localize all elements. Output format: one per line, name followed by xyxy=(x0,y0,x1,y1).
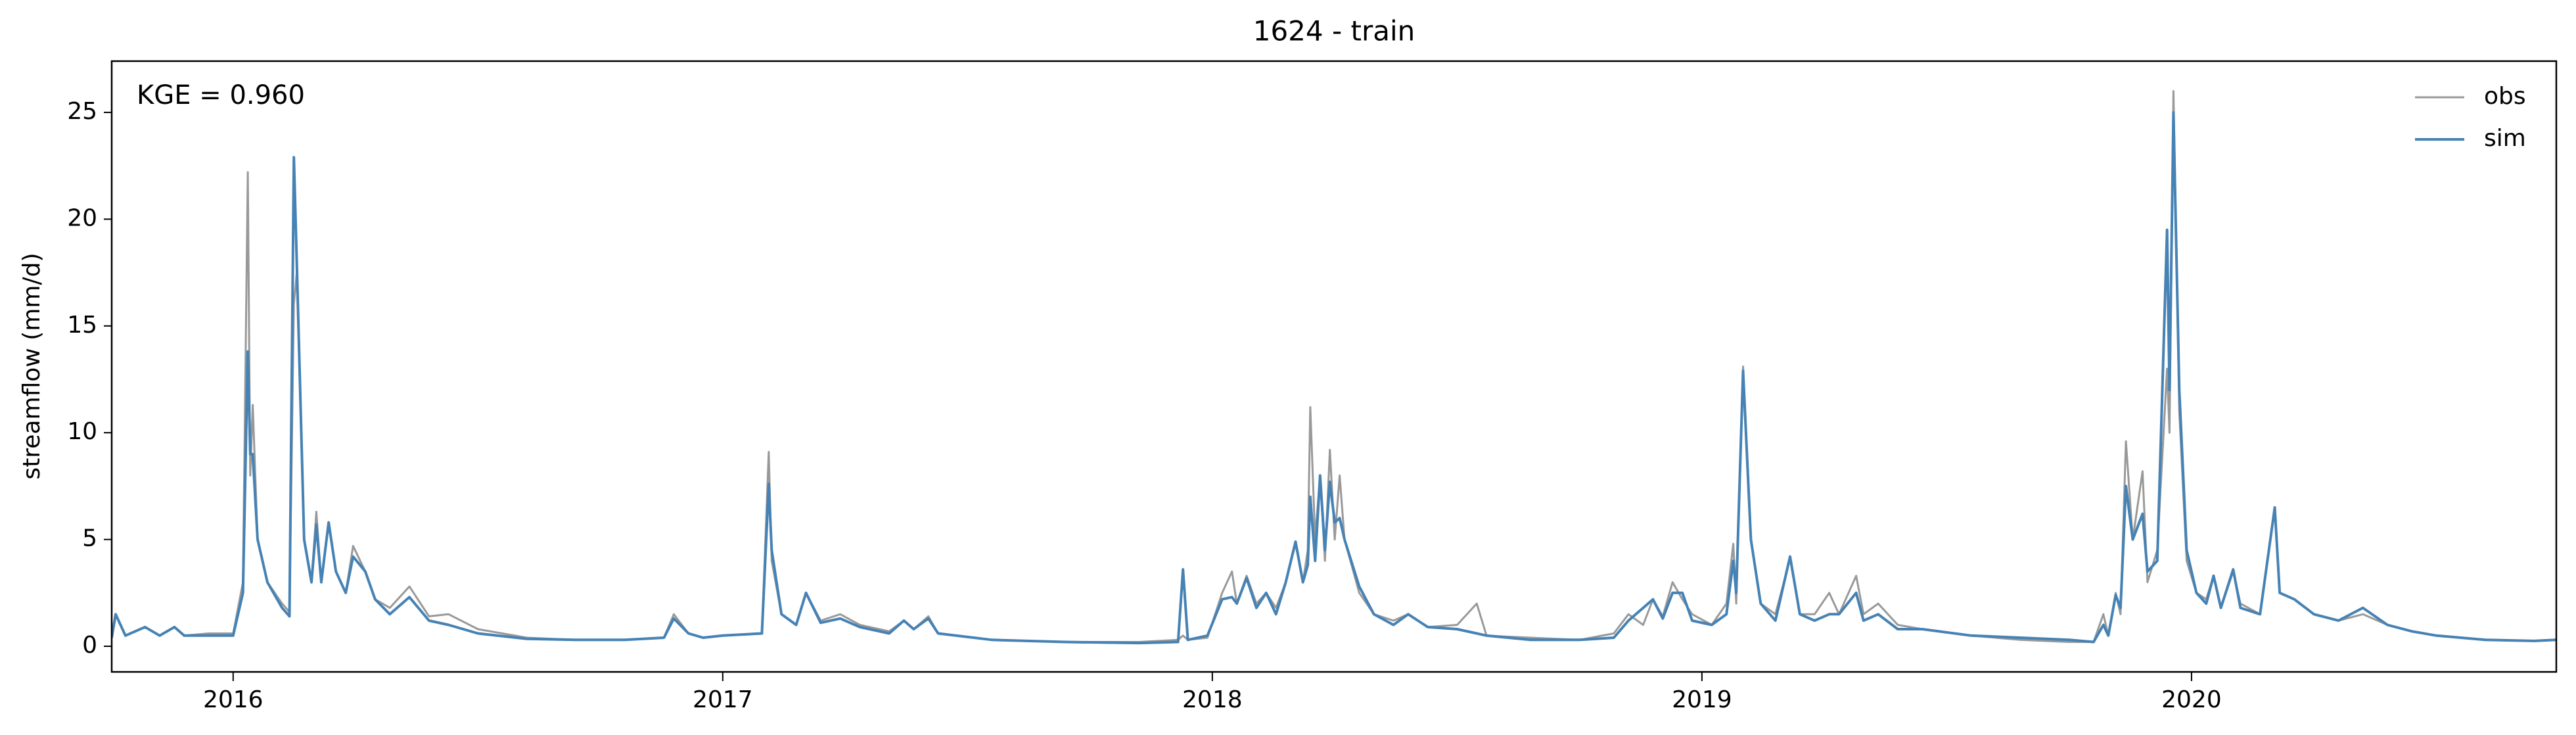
x-tick-label: 2020 xyxy=(2161,686,2222,713)
series-line xyxy=(112,90,2556,643)
legend-label: sim xyxy=(2484,125,2526,152)
x-tick-label: 2018 xyxy=(1182,686,1243,713)
x-tick-label: 2016 xyxy=(203,686,264,713)
annotation: KGE = 0.960 xyxy=(137,80,305,110)
y-tick-label: 25 xyxy=(67,98,97,125)
y-axis-label: streamflow (mm/d) xyxy=(18,253,45,480)
x-tick-label: 2017 xyxy=(693,686,753,713)
y-tick-label: 5 xyxy=(82,525,97,552)
chart-title: 1624 - train xyxy=(1253,15,1415,47)
plot-frame xyxy=(110,60,2558,673)
y-tick-label: 10 xyxy=(67,418,97,445)
y-tick-label: 15 xyxy=(67,312,97,339)
y-tick-label: 0 xyxy=(82,632,97,659)
legend-label: obs xyxy=(2484,83,2526,110)
y-tick-label: 20 xyxy=(67,204,97,231)
series-line xyxy=(112,111,2556,645)
x-tick-label: 2019 xyxy=(1672,686,1732,713)
